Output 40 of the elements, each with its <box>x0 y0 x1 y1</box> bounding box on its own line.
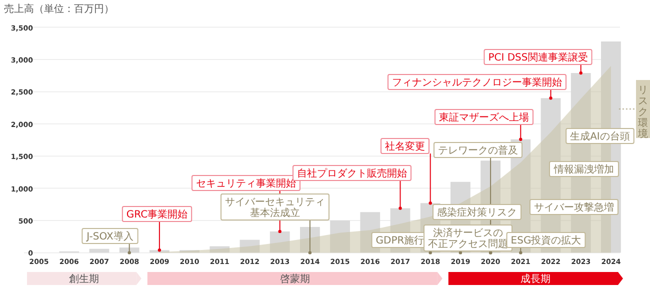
annotation: サイバーセキュリティ基本法成立 <box>220 194 330 220</box>
annotation: サイバーセキュリティ基本法成立 <box>225 197 325 219</box>
annotation: GRC事業開始 <box>126 208 188 220</box>
annotation: 東証マザーズへ上場 <box>439 112 529 124</box>
annotation: フィナンシャルテクノロジー事業開始 <box>392 76 562 88</box>
annotation: テレワークの普及 <box>434 142 522 158</box>
annotation: ESG投資の拡大 <box>510 234 582 246</box>
annotation: 感染症対策リスク <box>432 204 522 220</box>
y-axis-title: 売上高（単位：百万円） <box>4 3 114 15</box>
text: リスク環境 <box>637 85 648 140</box>
annotation: 東証マザーズへ上場 <box>434 109 534 125</box>
annotation: PCI DSS関連事業譲受 <box>484 49 592 65</box>
annotation: 社名変更 <box>380 138 430 154</box>
annotation: GRC事業開始 <box>122 206 192 222</box>
annotation: 感染症対策リスク <box>437 206 517 218</box>
annotation: フィナンシャルテクノロジー事業開始 <box>388 74 566 90</box>
text: 啓蒙期 <box>280 273 310 285</box>
annotation: J-SOX導入 <box>82 228 138 244</box>
annotation: テレワークの普及 <box>438 144 518 156</box>
annotation: 自社プロダクト販売開始 <box>292 165 412 181</box>
bar <box>210 246 230 253</box>
annotation: GDPR施行 <box>376 234 424 246</box>
annotation: 情報漏洩増加 <box>553 164 614 176</box>
bar <box>330 220 350 253</box>
annotation: 情報漏洩増加 <box>549 161 619 177</box>
text: 創生期 <box>69 273 100 285</box>
annotation: サイバー攻撃急増 <box>530 199 618 215</box>
text: 成長期 <box>520 273 551 285</box>
bar <box>300 226 320 253</box>
annotation: サイバー攻撃急増 <box>534 202 614 214</box>
annotation: 生成AIの台頭 <box>570 130 630 142</box>
annotation: J-SOX導入 <box>86 230 134 242</box>
bar <box>240 240 260 253</box>
bar <box>270 231 290 253</box>
annotation: 生成AIの台頭 <box>566 128 634 144</box>
bar <box>119 248 140 253</box>
annotation: ESG投資の拡大 <box>506 232 586 248</box>
annotation: 社名変更 <box>385 140 425 152</box>
annotation: PCI DSS関連事業譲受 <box>488 52 588 64</box>
bar <box>180 250 200 253</box>
